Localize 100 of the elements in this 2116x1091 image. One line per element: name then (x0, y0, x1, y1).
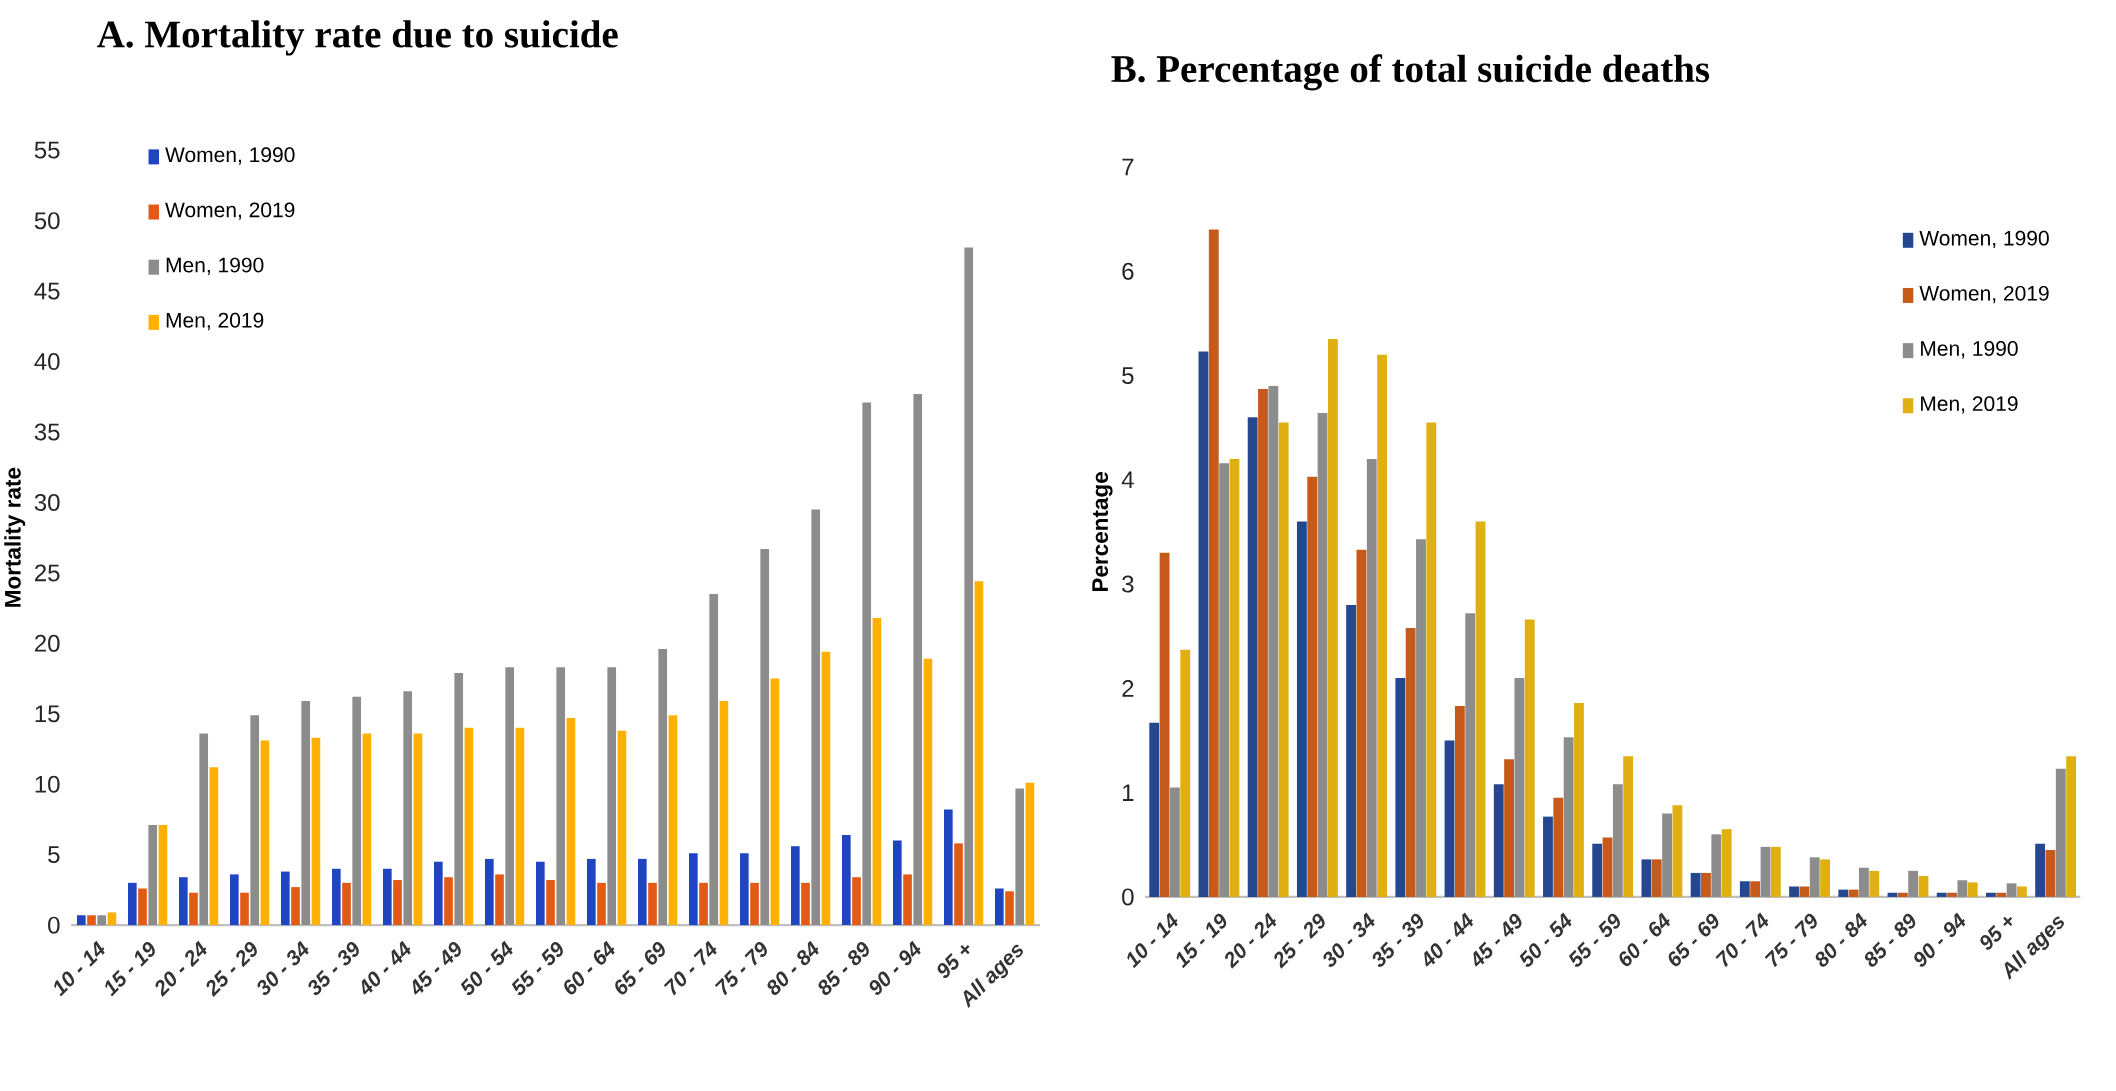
bar (464, 727, 474, 926)
bar (1996, 892, 2007, 897)
bar (1848, 889, 1859, 897)
bar (770, 678, 780, 926)
bar (148, 825, 158, 926)
chart-title: A. Mortality rate due to suicide (97, 20, 618, 56)
bar (1602, 837, 1613, 897)
bar (107, 912, 117, 926)
x-tick-label: 60 - 64 (564, 940, 615, 995)
bar (393, 880, 402, 926)
bar (841, 834, 851, 926)
bar (87, 915, 96, 926)
bar (1623, 756, 1634, 897)
bar (862, 402, 872, 926)
bar (1543, 816, 1553, 897)
bar (923, 658, 933, 926)
x-tick-label: 20 - 24 (155, 940, 207, 997)
legend-label: Women, 2019 (1919, 285, 2049, 304)
legend-label: Women, 1990 (165, 147, 295, 165)
y-tick-label: 0 (48, 916, 60, 934)
bar (719, 701, 729, 926)
bar (1789, 886, 1799, 897)
x-tick-label: 60 - 64 (1619, 912, 1670, 967)
bar (1475, 521, 1486, 897)
bar (1985, 892, 1996, 897)
bar (1465, 613, 1476, 897)
bar (1524, 619, 1535, 897)
bar (648, 882, 657, 926)
bar (801, 882, 810, 926)
bar (1838, 889, 1849, 897)
bar (495, 874, 504, 926)
bar (994, 888, 1004, 926)
legend-label: Men, 2019 (1921, 396, 2018, 414)
bar (1651, 859, 1662, 897)
bar (811, 509, 821, 926)
bar (97, 915, 107, 926)
bar (1268, 385, 1279, 897)
bar (1641, 859, 1652, 897)
bar (1278, 422, 1289, 897)
bar (566, 718, 576, 926)
bar (1296, 521, 1307, 897)
bar (1169, 787, 1180, 897)
bar (505, 667, 515, 926)
legend-label: Men, 2019 (166, 312, 264, 331)
bar (760, 548, 770, 926)
x-tick-label: 95 + (937, 945, 970, 979)
bar (362, 733, 372, 926)
bar (954, 843, 963, 926)
y-tick-label: 40 (34, 353, 60, 371)
bar (240, 892, 249, 926)
y-tick-label: 55 (34, 141, 60, 159)
bar (1377, 354, 1388, 897)
bar (189, 892, 198, 926)
x-tick-label: 40 - 44 (361, 940, 411, 995)
bar (688, 853, 698, 926)
bar (1957, 880, 1968, 897)
bar (913, 393, 923, 926)
bar (1760, 846, 1771, 897)
bar (454, 672, 464, 926)
bar (1317, 413, 1328, 897)
y-tick-label: 5 (1122, 367, 1134, 384)
y-tick-label: 30 (34, 493, 60, 511)
bar (158, 825, 168, 926)
bar (964, 247, 974, 926)
y-tick-label: 25 (35, 564, 60, 582)
x-tick-label: 35 - 39 (308, 942, 359, 996)
bar (1820, 859, 1830, 897)
y-tick-label: 35 (34, 423, 60, 441)
bar (637, 858, 647, 926)
legend-label: Women, 2019 (165, 202, 295, 220)
bar (127, 882, 137, 926)
y-tick-label: 1 (1123, 784, 1134, 801)
y-tick-label: 6 (1122, 262, 1134, 280)
bar (311, 737, 321, 926)
x-tick-label: 30 - 34 (257, 940, 309, 996)
x-tick-label: 15 - 19 (105, 942, 155, 997)
bar (1574, 702, 1584, 897)
bar (852, 877, 861, 926)
bar (76, 915, 86, 926)
bar (1662, 813, 1672, 897)
y-tick-label: 7 (1122, 158, 1134, 176)
bar (382, 868, 392, 926)
bar (1005, 891, 1014, 926)
bar (1918, 876, 1929, 897)
bar (597, 882, 606, 926)
y-tick-label: 50 (34, 212, 60, 230)
bar (1908, 870, 1919, 897)
bar (790, 846, 800, 926)
bar (209, 767, 219, 926)
bar (1504, 759, 1514, 897)
bar (1416, 539, 1426, 897)
bar (403, 691, 413, 926)
bar (250, 715, 260, 926)
bar (535, 861, 545, 926)
bar (1770, 846, 1781, 897)
bar (1198, 351, 1209, 897)
bar (1612, 784, 1623, 897)
bar (1025, 782, 1035, 926)
bar (1149, 722, 1160, 897)
bar (1553, 797, 1564, 897)
